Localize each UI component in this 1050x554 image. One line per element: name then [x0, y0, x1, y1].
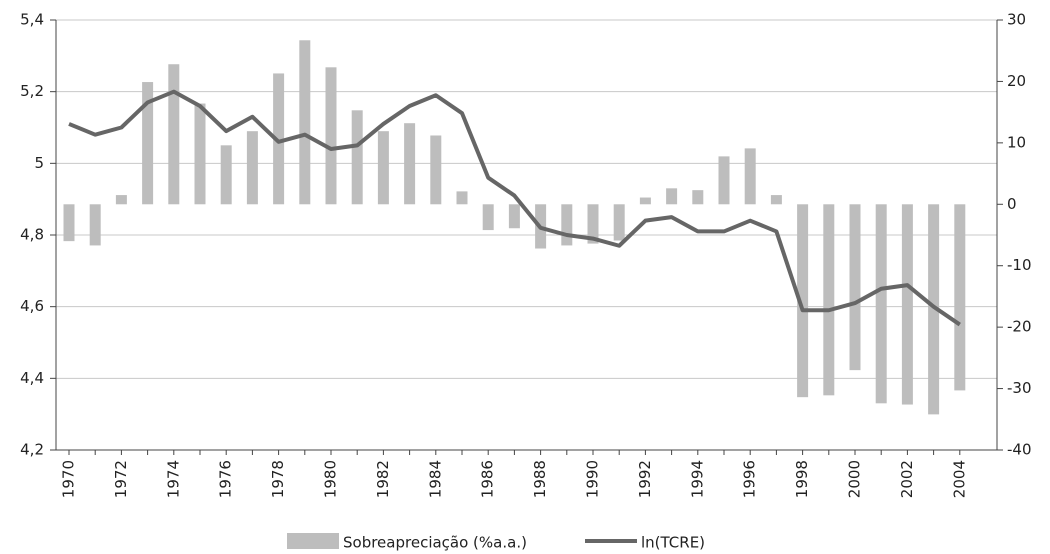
bar [89, 204, 101, 246]
x-tick-label: 1988 [531, 460, 549, 498]
y-tick-label: 5,2 [20, 82, 44, 100]
bar [928, 204, 940, 415]
bar [587, 204, 599, 244]
x-tick-label: 1972 [112, 460, 130, 498]
x-tick-label: 1974 [164, 460, 182, 498]
y-tick-label: 5 [34, 154, 44, 172]
y2-tick-label: -40 [1007, 441, 1032, 459]
bar [797, 204, 809, 398]
y-tick-label: 5,4 [20, 11, 44, 29]
bar [770, 195, 782, 205]
bar [246, 131, 258, 205]
y2-tick-label: 20 [1007, 72, 1026, 90]
bar [482, 204, 494, 231]
legend-swatch [287, 533, 339, 549]
bar [692, 190, 704, 205]
x-tick-label: 1986 [479, 460, 497, 498]
bar [351, 110, 363, 205]
bar [613, 204, 625, 241]
y2-tick-label: 10 [1007, 133, 1026, 151]
x-tick-label: 2004 [950, 460, 968, 498]
y-tick-label: 4,8 [20, 226, 44, 244]
x-tick-label: 1978 [269, 460, 287, 498]
bar [666, 188, 678, 205]
y2-tick-label: -10 [1007, 256, 1032, 274]
bar [404, 123, 416, 205]
bar [299, 40, 311, 205]
x-tick-label: 1982 [374, 460, 392, 498]
bar [823, 204, 835, 396]
bar [875, 204, 887, 404]
x-tick-label: 1998 [793, 460, 811, 498]
y2-tick-label: -30 [1007, 379, 1032, 397]
x-tick-label: 1992 [636, 460, 654, 498]
x-tick-label: 1996 [741, 460, 759, 498]
bar [561, 204, 573, 246]
bar [456, 191, 468, 205]
bar [194, 103, 206, 205]
bar [377, 131, 389, 205]
y2-tick-label: -20 [1007, 318, 1032, 336]
x-tick-label: 1990 [584, 460, 602, 498]
y-tick-label: 4,4 [20, 369, 44, 387]
legend-label: Sobreapreciação (%a.a.) [343, 534, 527, 552]
bar [430, 135, 442, 205]
x-tick-label: 1976 [217, 460, 235, 498]
x-tick-label: 1980 [322, 460, 340, 498]
bar [325, 67, 337, 205]
bar [115, 195, 127, 205]
bar [220, 145, 232, 205]
x-tick-label: 1984 [426, 460, 444, 498]
y-tick-label: 4,6 [20, 297, 44, 315]
bar [273, 73, 285, 205]
y2-tick-label: 0 [1007, 195, 1017, 213]
y2-tick-label: 30 [1007, 11, 1026, 29]
x-tick-label: 1970 [60, 460, 78, 498]
bar [901, 204, 913, 405]
bar [142, 82, 154, 205]
x-tick-label: 1994 [688, 460, 706, 498]
line [68, 89, 961, 327]
y-tick-label: 4,2 [20, 441, 44, 459]
bar [168, 64, 180, 205]
bar [639, 197, 651, 205]
bar [954, 204, 966, 391]
bar [718, 156, 730, 205]
bar [63, 204, 75, 242]
bar [744, 148, 756, 205]
x-tick-label: 2002 [898, 460, 916, 498]
legend-label: ln(TCRE) [641, 534, 705, 552]
bar [849, 204, 861, 371]
bar [508, 204, 520, 229]
x-tick-label: 2000 [846, 460, 864, 498]
